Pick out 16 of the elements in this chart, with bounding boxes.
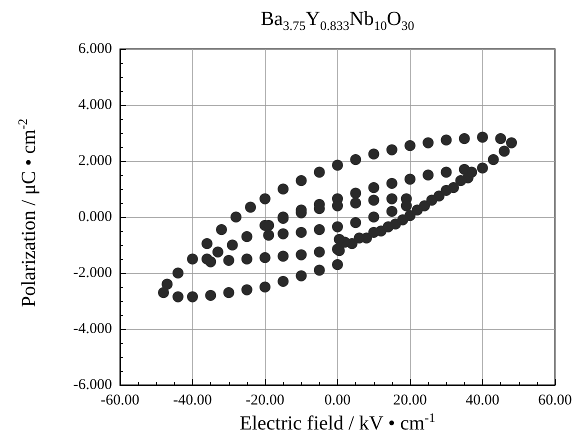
y-tick-label: 6.000 [78,41,112,57]
x-tick-label: 60.00 [538,392,572,408]
y-tick-label: -2.000 [73,265,112,281]
x-tick-label: 0.00 [324,392,351,408]
y-tick-label: 4.000 [78,97,112,113]
y-tick-label: 2.000 [78,153,112,169]
chart-title: Ba$_{3.75}$Y$_{0.833}$Nb$_{10}$O$_{30}$ [260,8,416,34]
y-tick-label: -4.000 [73,321,112,337]
x-tick-label: -40.00 [173,392,212,408]
y-tick-label: 0.000 [78,209,112,225]
x-tick-label: -60.00 [100,392,140,408]
x-tick-label: -20.00 [246,392,284,408]
x-axis-title: Electric field / kV • cm$^{-1}$ [238,410,436,436]
x-tick-label: 20.00 [393,392,427,408]
x-tick-label: 40.00 [466,392,500,408]
y-tick-label: -6.000 [73,377,112,393]
